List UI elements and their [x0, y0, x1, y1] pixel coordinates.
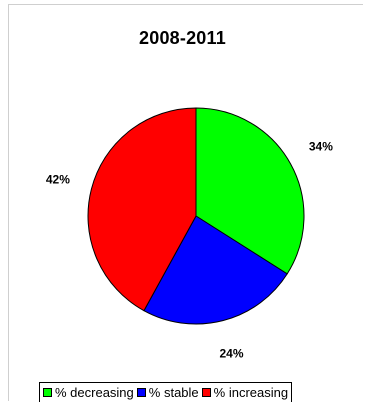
legend-label-decreasing: % decreasing [55, 385, 134, 400]
chart-legend: % decreasing % stable % increasing [39, 382, 293, 402]
legend-swatch-increasing [201, 388, 211, 397]
legend-item-stable: % stable [136, 385, 199, 400]
pie-slice-decreasing [195, 107, 305, 275]
slice-label-decreasing: 34% [309, 139, 333, 153]
pie-slice-increasing [87, 107, 197, 312]
chart-title: 2008-2011 [139, 28, 226, 48]
pie-labels: 34% 24% 42% [46, 139, 333, 360]
slice-label-increasing: 42% [46, 173, 70, 187]
legend-label-increasing: % increasing [213, 385, 289, 400]
slice-label-stable: 24% [219, 346, 243, 360]
legend-label-stable: % stable [148, 385, 199, 400]
legend-swatch-decreasing [43, 388, 52, 397]
pie-slice-stable [143, 215, 288, 325]
chart-frame [8, 4, 363, 401]
pie-slices [87, 107, 305, 325]
legend-swatch-stable [136, 388, 146, 397]
legend-item-increasing: % increasing [201, 385, 289, 400]
legend-item-decreasing: % decreasing [43, 385, 134, 400]
